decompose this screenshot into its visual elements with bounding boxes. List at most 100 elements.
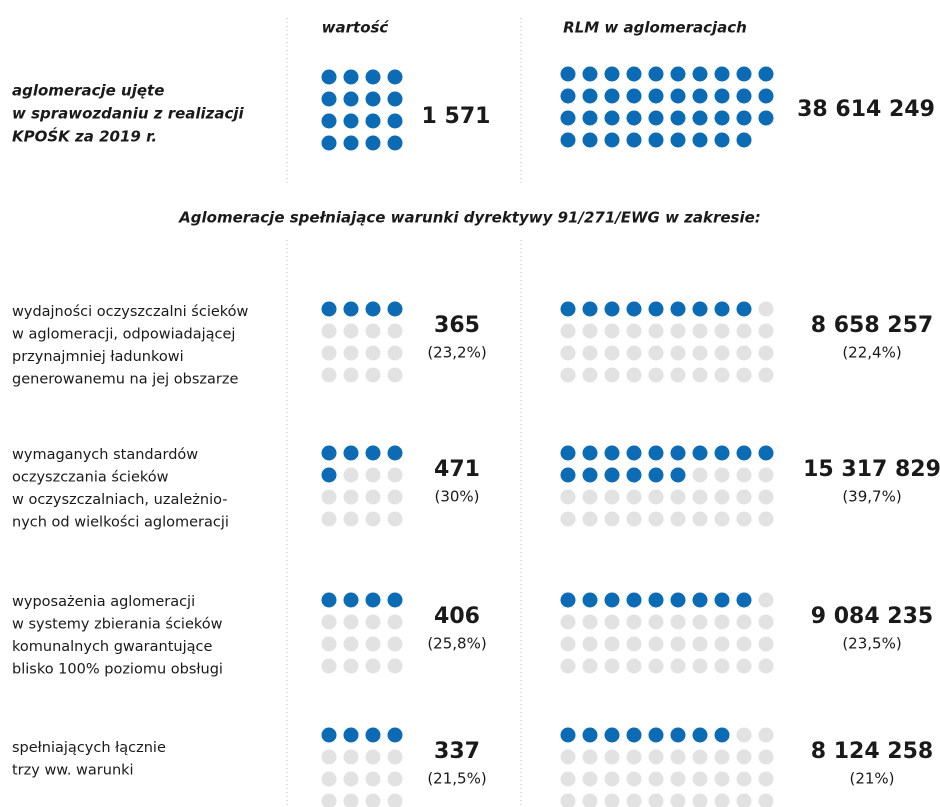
pictogram-dot bbox=[626, 658, 642, 674]
pictogram-dot bbox=[582, 110, 598, 126]
row-label: w sprawozdaniu z realizacji bbox=[12, 105, 245, 123]
pictogram-dot bbox=[365, 658, 381, 674]
pictogram-dot bbox=[714, 367, 730, 383]
pictogram-dot bbox=[648, 467, 664, 483]
pictogram-dot bbox=[648, 749, 664, 765]
pictogram-dot bbox=[626, 749, 642, 765]
pictogram-dot bbox=[604, 467, 620, 483]
pictogram-dot bbox=[343, 323, 359, 339]
pictogram-dot bbox=[670, 132, 686, 148]
row-label: przynajmniej ładunkowi bbox=[12, 349, 184, 365]
pictogram-dot bbox=[321, 135, 337, 151]
pictogram-dot bbox=[626, 511, 642, 527]
pictogram-dot bbox=[387, 727, 403, 743]
pictogram-dot bbox=[604, 301, 620, 317]
pictogram-dot bbox=[604, 445, 620, 461]
pictogram-dot bbox=[387, 793, 403, 807]
pictogram-dot bbox=[321, 636, 337, 652]
pictogram-dot bbox=[758, 345, 774, 361]
pictogram-dot bbox=[560, 445, 576, 461]
pictogram-dot bbox=[758, 467, 774, 483]
pictogram-dot bbox=[714, 467, 730, 483]
pictogram-dot bbox=[582, 88, 598, 104]
pictogram-dot bbox=[758, 771, 774, 787]
pictogram-dot bbox=[648, 592, 664, 608]
rlm-share: (23,5%) bbox=[842, 635, 901, 653]
pictogram-dot bbox=[365, 113, 381, 129]
pictogram-dot bbox=[365, 636, 381, 652]
pictogram-dot bbox=[560, 749, 576, 765]
value-share: (25,8%) bbox=[427, 635, 486, 653]
pictogram-dot bbox=[758, 110, 774, 126]
pictogram-dot bbox=[670, 793, 686, 807]
pictogram-dot bbox=[604, 793, 620, 807]
pictogram-dot bbox=[343, 511, 359, 527]
pictogram-dot bbox=[365, 727, 381, 743]
row-label: oczyszczania ścieków bbox=[12, 470, 169, 486]
pictogram-dot bbox=[736, 467, 752, 483]
pictogram-dot bbox=[321, 771, 337, 787]
pictogram-dot bbox=[387, 323, 403, 339]
pictogram-dot bbox=[736, 323, 752, 339]
rlm-share: (22,4%) bbox=[842, 344, 901, 362]
pictogram-dot bbox=[648, 301, 664, 317]
pictogram-dot bbox=[365, 771, 381, 787]
rlm-share: (39,7%) bbox=[842, 488, 901, 506]
pictogram-dot bbox=[758, 301, 774, 317]
pictogram-dot bbox=[343, 135, 359, 151]
pictogram-dot bbox=[692, 636, 708, 652]
pictogram-dot bbox=[670, 467, 686, 483]
column-header: wartość bbox=[322, 19, 390, 37]
row-label: wymaganych standardów bbox=[12, 447, 198, 463]
pictogram-dot bbox=[387, 771, 403, 787]
pictogram-dot bbox=[387, 489, 403, 505]
pictogram-dot bbox=[365, 467, 381, 483]
pictogram-dot bbox=[560, 727, 576, 743]
value-share: (30%) bbox=[434, 488, 479, 506]
pictogram-dot bbox=[560, 489, 576, 505]
pictogram-dot bbox=[714, 66, 730, 82]
pictogram-dot bbox=[343, 727, 359, 743]
pictogram-dot bbox=[604, 367, 620, 383]
pictogram-dot bbox=[670, 771, 686, 787]
pictogram-dot bbox=[582, 793, 598, 807]
pictogram-dot bbox=[670, 323, 686, 339]
pictogram-dot bbox=[560, 345, 576, 361]
pictogram-dot bbox=[321, 793, 337, 807]
pictogram-dot bbox=[758, 749, 774, 765]
pictogram-dot bbox=[648, 367, 664, 383]
pictogram-dot bbox=[670, 614, 686, 630]
value: 337 bbox=[434, 739, 480, 764]
pictogram-dot bbox=[758, 592, 774, 608]
pictogram-dot bbox=[560, 592, 576, 608]
pictogram-dot bbox=[343, 771, 359, 787]
row-label: w systemy zbierania ścieków bbox=[12, 617, 223, 633]
pictogram-dot bbox=[626, 614, 642, 630]
pictogram-dot bbox=[321, 749, 337, 765]
pictogram-dot bbox=[387, 467, 403, 483]
value-share: (21,5%) bbox=[427, 770, 486, 788]
pictogram-dot bbox=[714, 445, 730, 461]
pictogram-dot bbox=[692, 445, 708, 461]
pictogram-dot bbox=[343, 367, 359, 383]
pictogram-dot bbox=[736, 614, 752, 630]
pictogram-dot bbox=[670, 489, 686, 505]
pictogram-dot bbox=[758, 658, 774, 674]
pictogram-dot bbox=[758, 614, 774, 630]
pictogram-dot bbox=[758, 88, 774, 104]
pictogram-dot bbox=[626, 323, 642, 339]
pictogram-dot bbox=[692, 489, 708, 505]
pictogram-dot bbox=[692, 793, 708, 807]
pictogram-dot bbox=[387, 367, 403, 383]
pictogram-dot bbox=[387, 511, 403, 527]
pictogram-dot bbox=[560, 66, 576, 82]
pictogram-dot bbox=[626, 301, 642, 317]
pictogram-dot bbox=[560, 367, 576, 383]
pictogram-dot bbox=[714, 793, 730, 807]
pictogram-dot bbox=[387, 69, 403, 85]
pictogram-dot bbox=[758, 489, 774, 505]
pictogram-dot bbox=[670, 445, 686, 461]
pictogram-dot bbox=[604, 489, 620, 505]
pictogram-dot bbox=[714, 727, 730, 743]
